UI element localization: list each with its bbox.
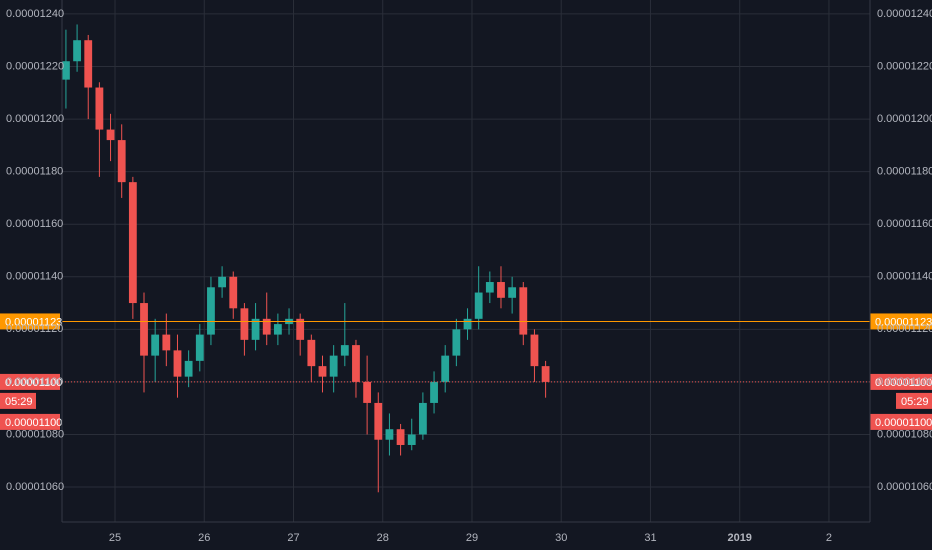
candle-body	[374, 402, 383, 440]
countdown-box-right	[896, 392, 932, 409]
candle-body	[363, 381, 372, 403]
candle-body	[385, 429, 394, 440]
x-tick-label: 31	[644, 532, 656, 544]
candle-body	[151, 334, 160, 356]
candle-body	[218, 276, 227, 288]
y-tick-label: 0.00001160	[6, 218, 63, 230]
candle-body	[106, 129, 115, 141]
candle-body	[541, 366, 550, 382]
candle-body	[396, 429, 405, 445]
candle-body	[117, 140, 126, 183]
candle-body	[262, 318, 271, 335]
x-tick-label: 30	[555, 532, 567, 544]
candle-body	[62, 61, 70, 80]
price-label-right-box	[870, 313, 932, 330]
overlay: 0.00001123 0.00001123 0.00001100 0.00001100…	[0, 313, 932, 430]
candle-body	[485, 282, 494, 293]
candle-body	[140, 303, 148, 356]
candle-body	[508, 287, 517, 298]
candle-body	[530, 334, 539, 367]
y-tick-label: 0.00001100	[6, 376, 63, 388]
x-tick-label: 25	[109, 532, 121, 544]
candle-body	[184, 360, 193, 377]
y-tick-label-right: 0.00001180	[877, 166, 932, 178]
y-tick-label: 0.00001140	[6, 271, 63, 283]
price-label-right-box	[870, 373, 932, 390]
candle-body	[162, 334, 171, 351]
second-price-label: 0.00001100	[5, 417, 62, 429]
candle-body	[519, 287, 528, 335]
y-tick-label-right: 0.00001220	[877, 60, 932, 72]
candle-body	[352, 345, 360, 382]
candle-body	[240, 308, 249, 340]
y-tick-label-right: 0.00001240	[877, 8, 932, 20]
candle-body	[207, 287, 215, 335]
candle-body	[84, 40, 93, 88]
price-label-right: 0.00001100	[875, 377, 932, 389]
x-tick-label: 28	[377, 532, 389, 544]
price-label-box	[0, 313, 60, 330]
candle-body	[441, 355, 450, 382]
x-tick-label: 2	[826, 532, 832, 544]
y-tick-label: 0.00001220	[6, 60, 64, 72]
y-tick-label-right: 0.00001120	[877, 323, 932, 335]
y-tick-label: 0.00001060	[6, 481, 64, 493]
y-tick-label-right: 0.00001060	[877, 481, 932, 493]
y-tick-label: 0.00001240	[6, 8, 64, 20]
y-tick-label: 0.00001180	[6, 166, 63, 178]
price-label-right: 0.00001123	[875, 316, 932, 328]
y-tick-label-right: 0.00001080	[877, 428, 932, 440]
candle-body	[296, 318, 305, 340]
candle-body	[340, 345, 349, 356]
candle-body	[128, 182, 137, 304]
y-tick-label-right: 0.00001160	[877, 218, 932, 230]
price-label: 0.00001123	[5, 316, 62, 328]
candle-body	[418, 402, 427, 435]
grid	[62, 0, 870, 522]
candle-body	[407, 434, 416, 445]
candle-body	[307, 339, 316, 367]
candle-body	[318, 366, 327, 377]
candle-body	[430, 381, 438, 403]
countdown-right: 05:29	[901, 396, 929, 408]
countdown-box	[0, 392, 36, 409]
candle-body	[195, 334, 204, 361]
candle-body	[251, 318, 260, 340]
candle-body	[73, 40, 81, 62]
y-tick-label: 0.00001080	[6, 428, 64, 440]
candle-body	[229, 276, 238, 309]
price-label: 0.00001100	[5, 377, 62, 389]
candle-body	[95, 87, 104, 130]
candle-body	[474, 292, 483, 319]
countdown: 05:29	[5, 396, 33, 408]
second-price-label-right: 0.00001100	[875, 417, 932, 429]
second-price-label-box	[0, 413, 60, 430]
candle-body	[497, 282, 505, 298]
candle-body	[329, 355, 338, 377]
candle-body	[452, 329, 461, 356]
candle-body	[273, 324, 282, 335]
price-label-box	[0, 373, 60, 390]
candle-body	[173, 350, 182, 377]
x-tick-label: 2019	[727, 532, 751, 544]
candle-body	[463, 318, 472, 330]
x-tick-label: 27	[287, 532, 299, 544]
y-tick-label-right: 0.00001140	[877, 271, 932, 283]
x-tick-label: 29	[466, 532, 478, 544]
y-tick-label-right: 0.00001100	[877, 376, 932, 388]
y-tick-label: 0.00001120	[6, 323, 63, 335]
x-tick-label: 26	[198, 532, 210, 544]
y-tick-label-right: 0.00001200	[877, 113, 932, 125]
second-price-label-right-box	[870, 413, 932, 430]
y-tick-label: 0.00001200	[6, 113, 64, 125]
